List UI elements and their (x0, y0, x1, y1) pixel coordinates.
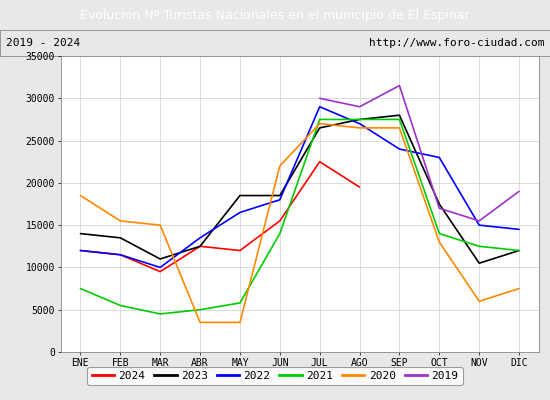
Text: 2019 - 2024: 2019 - 2024 (6, 38, 80, 48)
Text: http://www.foro-ciudad.com: http://www.foro-ciudad.com (369, 38, 544, 48)
Text: Evolucion Nº Turistas Nacionales en el municipio de El Espinar: Evolucion Nº Turistas Nacionales en el m… (80, 8, 470, 22)
Legend: 2024, 2023, 2022, 2021, 2020, 2019: 2024, 2023, 2022, 2021, 2020, 2019 (87, 366, 463, 386)
